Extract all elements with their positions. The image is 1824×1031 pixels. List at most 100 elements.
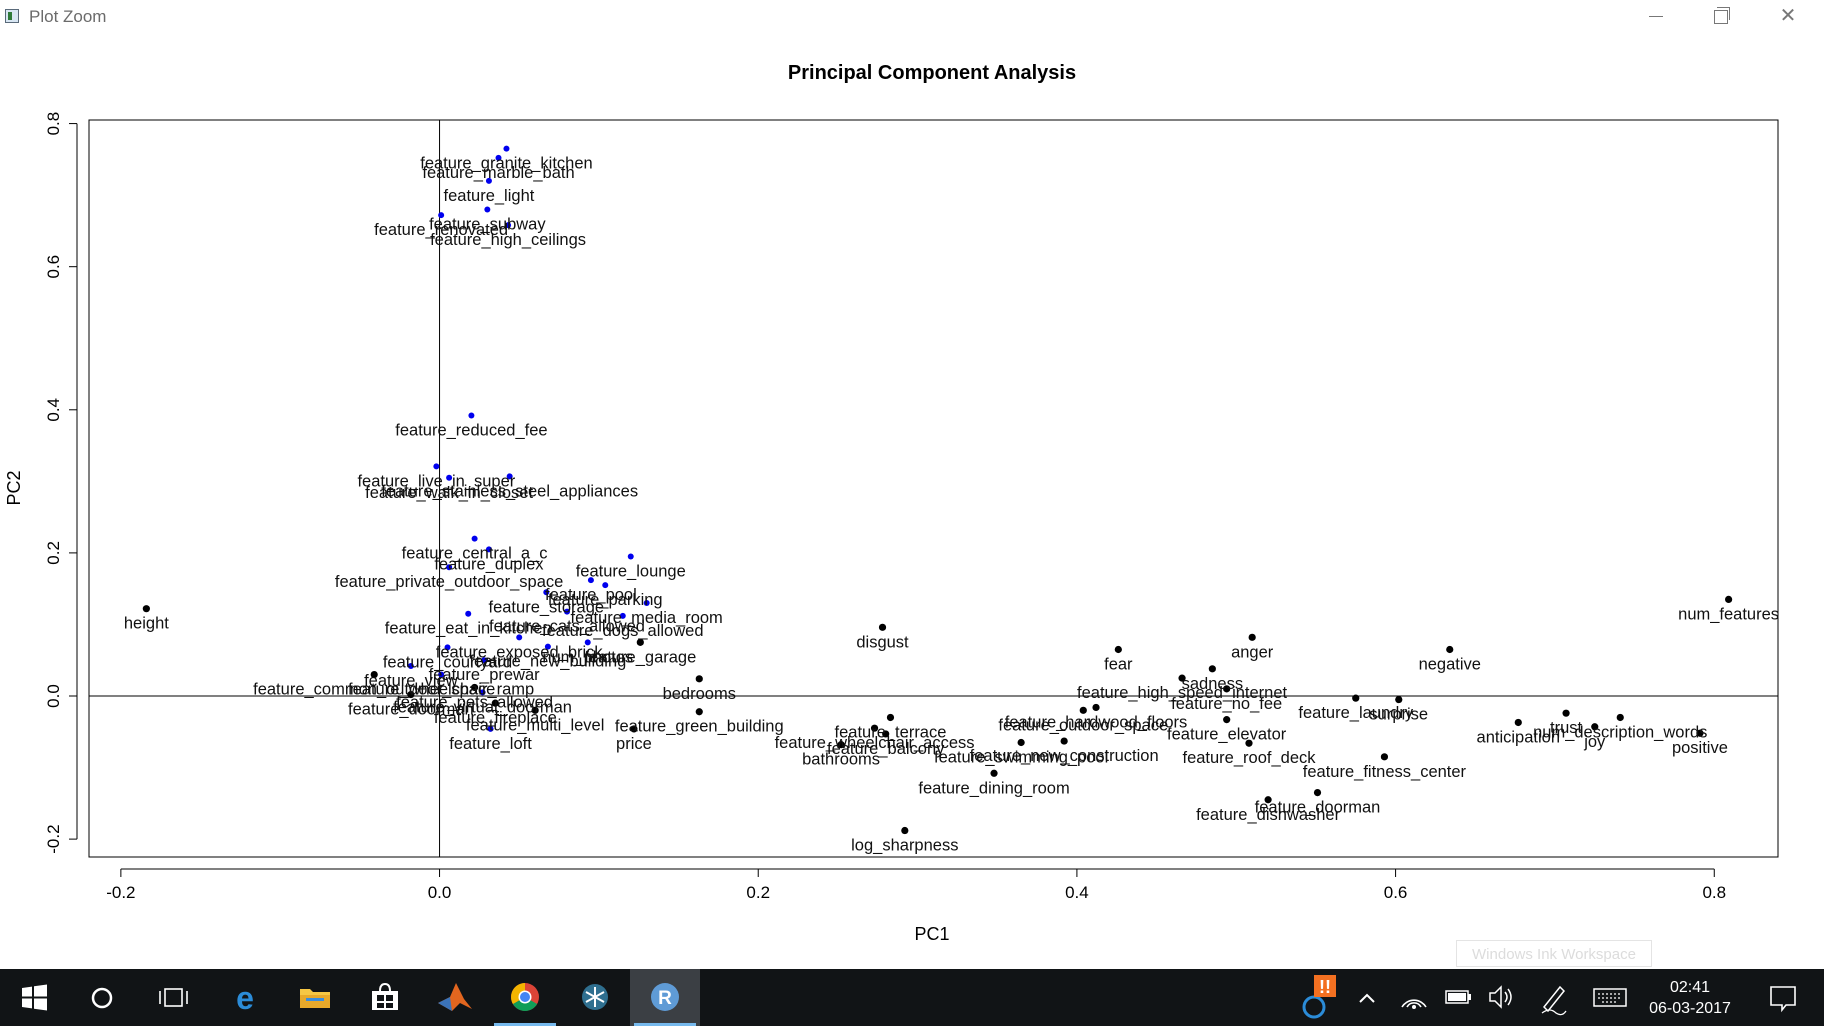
point-label: feature_balcony [827,740,945,758]
data-point [438,671,445,678]
x-tick-label: 0.4 [1065,883,1089,902]
taskbar-store[interactable] [350,969,420,1026]
point-label: feature_fitness_center [1303,763,1467,781]
point-label: negative [1419,655,1481,673]
point-label: disgust [856,633,909,651]
taskbar-matlab[interactable] [420,969,490,1026]
data-point [1395,695,1403,704]
point-label: bedrooms [663,685,736,703]
taskbar-chrome[interactable] [490,969,560,1026]
point-label: feature_outdoor_space [998,716,1168,734]
point-label: feature_multi_level [466,716,605,734]
point-label: log_sharpness [851,837,958,855]
data-point [433,463,440,470]
restore-icon [1714,6,1730,24]
data-point [1178,674,1186,682]
task-view-button[interactable] [140,969,210,1026]
reference-lines [89,120,1778,857]
notifications-icon [1770,986,1796,1013]
data-point [479,689,486,696]
data-point [1616,713,1624,722]
point-label: feature_private_outdoor_space [335,573,563,591]
volume-tray-icon[interactable] [1484,969,1520,1026]
clock-date: 06-03-2017 [1649,1000,1731,1017]
chrome-icon [511,983,539,1011]
data-point [446,564,453,571]
data-point [491,699,499,707]
data-point [886,713,895,722]
plot-frame [88,119,1779,858]
data-point [630,725,638,733]
system-clock[interactable]: 02:41 06-03-2017 [1636,977,1744,1019]
data-point [495,154,502,161]
data-points [142,145,1733,835]
data-point [503,145,510,152]
taskbar-file-explorer[interactable] [280,969,350,1026]
data-point [1208,665,1216,673]
data-point [878,623,887,631]
battery-tray-icon[interactable] [1440,969,1476,1026]
show-hidden-icons-button[interactable] [1352,969,1382,1026]
store-bag-icon [372,982,398,1010]
point-label: feature_new_construction [970,747,1159,765]
taskbar-app-snowflake[interactable] [560,969,630,1026]
point-label: feature_elevator [1167,726,1287,744]
point-label: feature_dishwasher [1196,806,1341,824]
network-tray-icon[interactable] [1396,969,1432,1026]
y-tick-label: 0.2 [44,541,63,565]
window-title-bar: Plot Zoom ✕ [0,0,1824,34]
point-label: feature_cats_allowed [489,618,645,636]
x-tick-label: 0.6 [1384,883,1408,902]
data-point [1352,694,1360,702]
data-point [643,599,650,606]
taskbar-rstudio[interactable]: R [630,969,700,1026]
data-point [444,644,451,651]
data-point [370,670,378,679]
data-point [870,724,879,732]
r-language-icon: R [651,983,679,1011]
point-label: feature_wheelchair_access [775,734,975,752]
data-point [882,730,890,738]
minimize-button[interactable] [1625,0,1687,34]
action-center-button[interactable] [1756,969,1808,1026]
point-label: feature_central_a_c [402,545,548,563]
point-label: feature_media_room [571,609,723,627]
data-point [1248,633,1256,641]
data-point [901,826,909,835]
close-button[interactable]: ✕ [1757,0,1819,34]
point-label: feature_common_outdoor_space [253,681,495,699]
data-point [1380,753,1389,761]
tray-notification-app[interactable]: !! [1296,969,1340,1026]
point-label: feature_courtyard [383,653,512,671]
data-point [837,741,845,749]
pca-scatter-plot: Principal Component Analysis -0.2 0.0 0.2 0… [4,62,1779,944]
point-label: feature_loft [449,735,532,753]
data-point [1245,739,1253,747]
data-point [506,473,513,480]
x-tick-label: 0.0 [428,883,452,902]
minimize-icon [1649,16,1663,18]
data-point [407,662,414,669]
touch-keyboard-button[interactable] [1588,969,1632,1026]
point-label: joy [1583,733,1606,751]
point-label: feature_pool [545,586,637,604]
data-point [619,612,626,619]
matlab-icon [438,983,472,1011]
point-label: feature_terrace [835,723,947,741]
point-label: sadness [1182,675,1243,693]
point-label: feature_marble_bath [422,164,574,182]
point-label: feature_prewar [429,666,540,684]
data-point [438,212,445,219]
data-point [544,643,551,650]
point-label: feature_swimming_pool [934,749,1108,767]
data-point [1017,738,1025,747]
point-label: anger [1231,643,1274,661]
windows-ink-button[interactable] [1534,969,1574,1026]
taskbar-edge[interactable]: e [210,969,280,1026]
point-label: feature_stainless_steel_appliances [381,482,638,500]
start-button[interactable] [0,969,70,1026]
restore-button[interactable] [1690,0,1752,34]
data-point [695,708,703,716]
x-axis: -0.2 0.0 0.2 0.4 0.6 0.8 [106,868,1726,902]
cortana-button[interactable] [70,969,140,1026]
